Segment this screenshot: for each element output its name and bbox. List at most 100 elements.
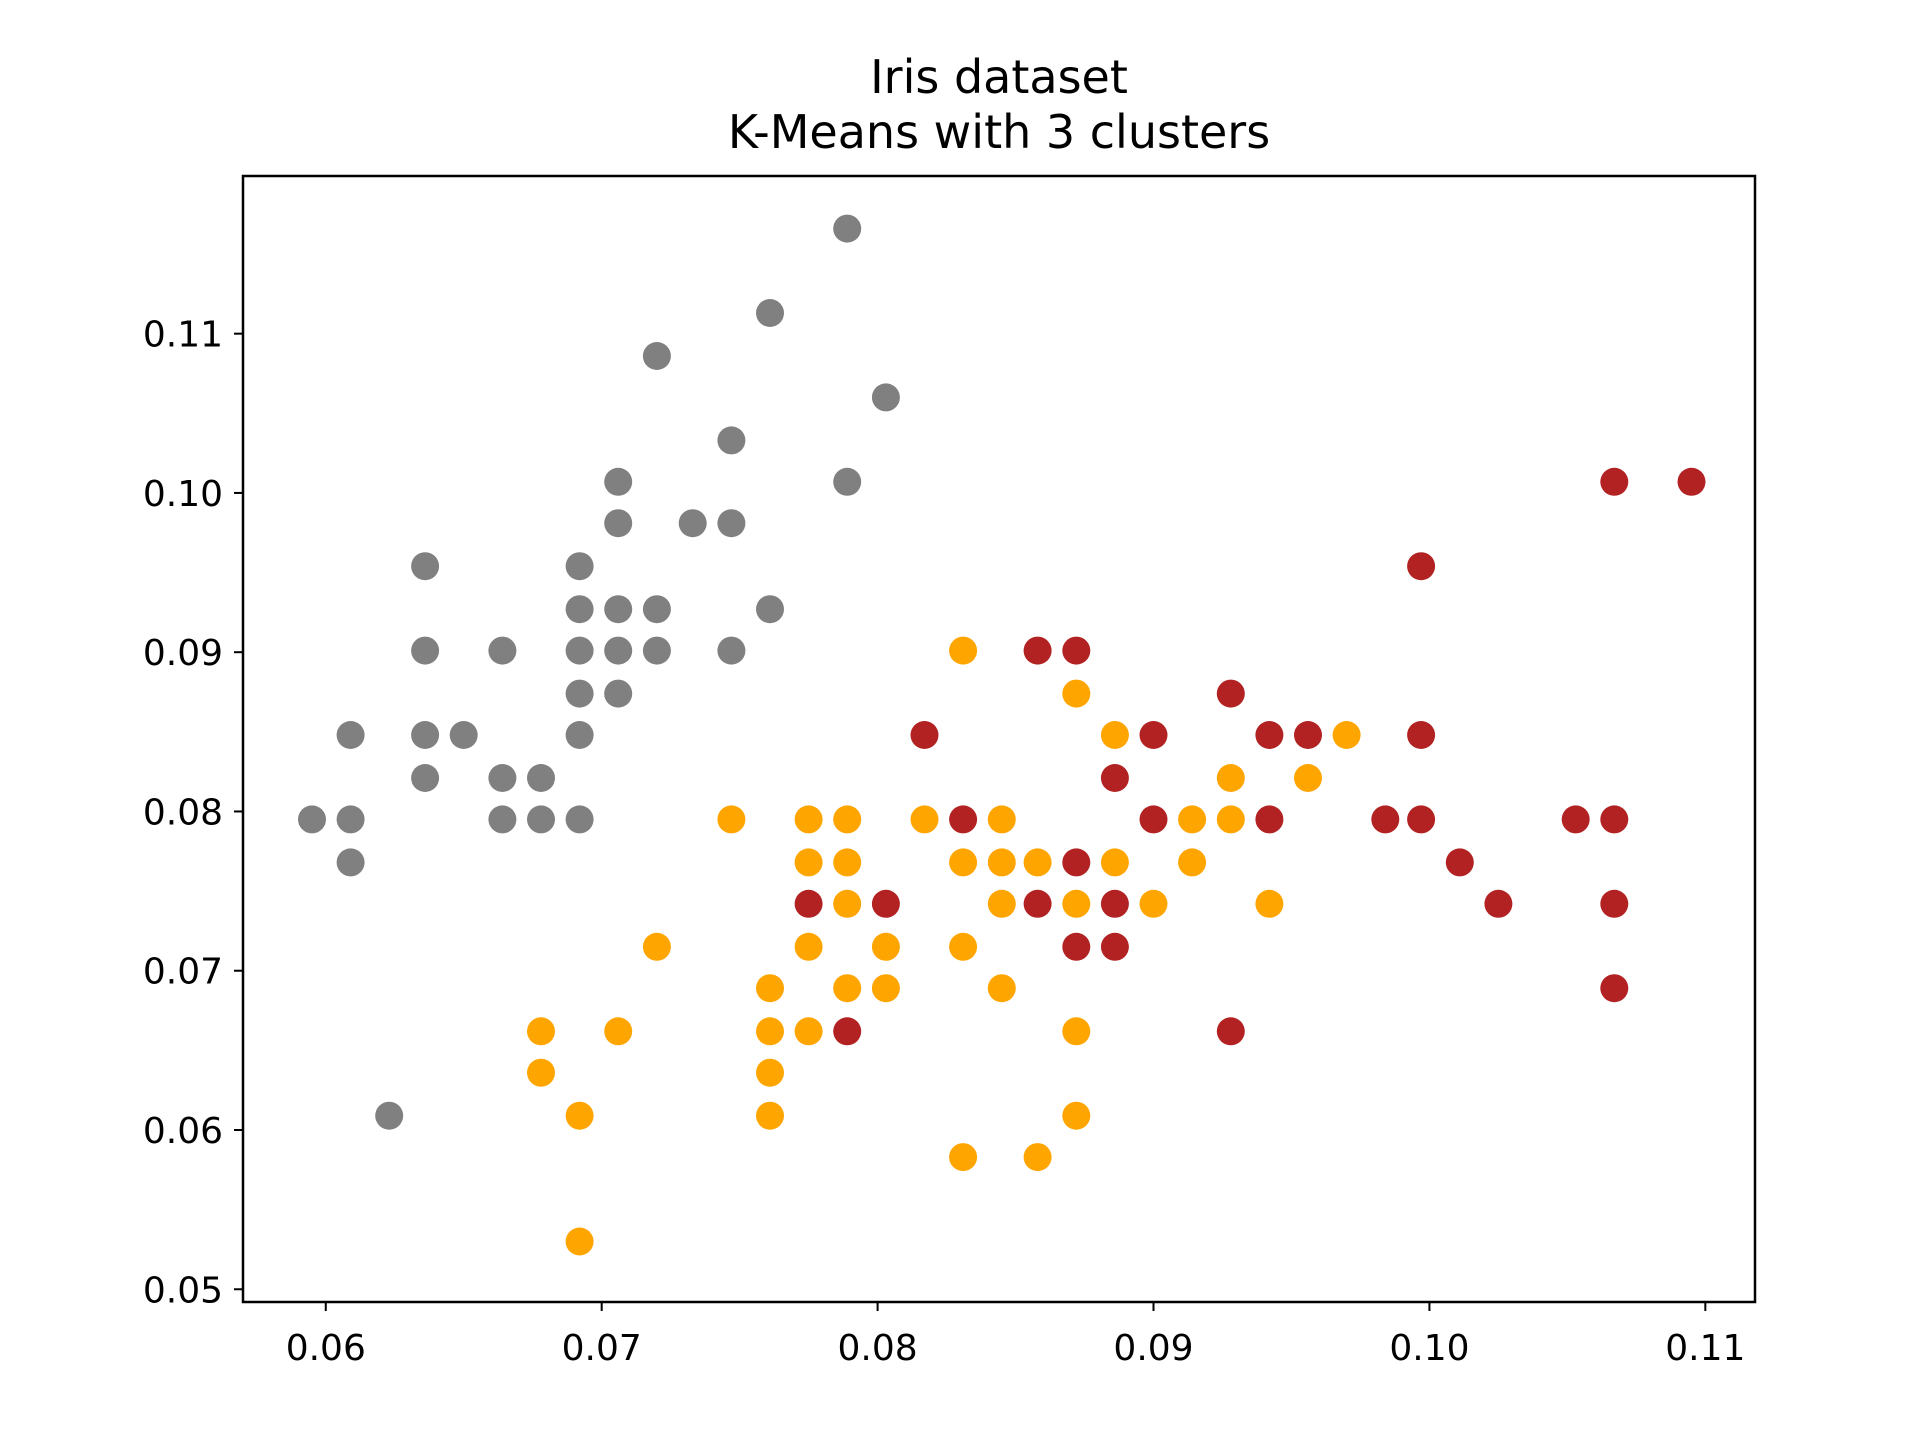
x-tick-label: 0.06 xyxy=(286,1328,366,1369)
x-tick-label: 0.11 xyxy=(1665,1328,1745,1369)
data-point-cluster-2 xyxy=(1178,848,1207,877)
data-point-cluster-2 xyxy=(910,805,939,834)
data-point-cluster-3 xyxy=(871,889,900,918)
data-point-cluster-1 xyxy=(604,595,633,624)
data-point-cluster-2 xyxy=(717,805,746,834)
data-point-cluster-1 xyxy=(604,679,633,708)
data-point-cluster-1 xyxy=(604,509,633,538)
data-point-cluster-3 xyxy=(1100,889,1129,918)
y-tick-label: 0.11 xyxy=(143,315,223,356)
chart-title: Iris dataset xyxy=(870,50,1128,104)
chart-subtitle: K-Means with 3 clusters xyxy=(728,105,1270,159)
data-point-cluster-2 xyxy=(1100,848,1129,877)
data-point-cluster-2 xyxy=(1139,889,1168,918)
data-point-cluster-2 xyxy=(794,1017,823,1046)
data-point-cluster-3 xyxy=(1255,721,1284,749)
data-point-cluster-2 xyxy=(833,805,862,834)
data-point-cluster-2 xyxy=(1216,805,1245,834)
data-point-cluster-1 xyxy=(336,805,365,834)
data-point-cluster-2 xyxy=(1023,1143,1052,1172)
data-point-cluster-2 xyxy=(756,1101,784,1130)
data-point-cluster-3 xyxy=(1371,805,1400,834)
x-axis: 0.06 0.07 0.08 0.09 0.10 0.11 xyxy=(286,1302,1745,1369)
data-point-cluster-3 xyxy=(1023,889,1052,918)
data-point-cluster-1 xyxy=(375,1101,404,1130)
data-point-cluster-3 xyxy=(1600,467,1629,496)
data-point-cluster-1 xyxy=(565,721,594,749)
data-point-cluster-1 xyxy=(565,595,594,624)
data-point-cluster-1 xyxy=(411,721,440,749)
data-point-cluster-2 xyxy=(949,1143,978,1172)
data-point-cluster-2 xyxy=(1062,679,1091,708)
data-points xyxy=(298,214,1706,1256)
data-point-cluster-2 xyxy=(527,1058,555,1087)
data-point-cluster-3 xyxy=(1216,679,1245,708)
data-point-cluster-3 xyxy=(1100,764,1129,792)
x-tick-label: 0.10 xyxy=(1389,1328,1469,1369)
data-point-cluster-2 xyxy=(1216,764,1245,792)
data-point-cluster-1 xyxy=(565,679,594,708)
data-point-cluster-1 xyxy=(604,636,633,665)
data-point-cluster-3 xyxy=(1407,552,1436,581)
data-point-cluster-1 xyxy=(411,764,440,792)
data-point-cluster-3 xyxy=(1561,805,1590,834)
data-point-cluster-3 xyxy=(1062,636,1091,665)
data-point-cluster-2 xyxy=(794,805,823,834)
data-point-cluster-2 xyxy=(987,848,1016,877)
data-point-cluster-2 xyxy=(1294,764,1322,792)
x-tick-label: 0.09 xyxy=(1113,1328,1193,1369)
data-point-cluster-1 xyxy=(411,636,440,665)
data-point-cluster-2 xyxy=(949,932,978,961)
data-point-cluster-3 xyxy=(1407,805,1436,834)
data-point-cluster-1 xyxy=(488,636,517,665)
data-point-cluster-1 xyxy=(565,552,594,581)
data-point-cluster-2 xyxy=(1062,1101,1091,1130)
data-point-cluster-1 xyxy=(565,636,594,665)
data-point-cluster-2 xyxy=(604,1017,633,1046)
data-point-cluster-3 xyxy=(1677,467,1706,496)
data-point-cluster-3 xyxy=(1023,636,1052,665)
data-point-cluster-1 xyxy=(604,467,633,496)
data-point-cluster-3 xyxy=(794,889,823,918)
data-point-cluster-1 xyxy=(717,636,746,665)
data-point-cluster-1 xyxy=(527,805,555,834)
y-tick-label: 0.05 xyxy=(143,1270,223,1311)
data-point-cluster-2 xyxy=(949,636,978,665)
data-point-cluster-3 xyxy=(1294,721,1322,749)
data-point-cluster-3 xyxy=(1216,1017,1245,1046)
data-point-cluster-1 xyxy=(678,509,707,538)
data-point-cluster-2 xyxy=(871,974,900,1003)
data-point-cluster-1 xyxy=(756,595,784,624)
data-point-cluster-2 xyxy=(987,889,1016,918)
data-point-cluster-1 xyxy=(488,805,517,834)
data-point-cluster-2 xyxy=(756,1017,784,1046)
y-axis: 0.05 0.06 0.07 0.08 0.09 0.10 0.11 xyxy=(143,315,243,1311)
y-tick-label: 0.07 xyxy=(143,952,223,993)
data-point-cluster-1 xyxy=(833,214,862,243)
data-point-cluster-3 xyxy=(1407,721,1436,749)
data-point-cluster-1 xyxy=(449,721,478,749)
data-point-cluster-2 xyxy=(1255,889,1284,918)
data-point-cluster-3 xyxy=(1062,932,1091,961)
data-point-cluster-1 xyxy=(298,805,326,834)
data-point-cluster-2 xyxy=(756,974,784,1003)
data-point-cluster-1 xyxy=(642,636,671,665)
data-point-cluster-2 xyxy=(833,848,862,877)
data-point-cluster-2 xyxy=(565,1101,594,1130)
data-point-cluster-3 xyxy=(1600,805,1629,834)
data-point-cluster-1 xyxy=(336,848,365,877)
data-point-cluster-3 xyxy=(1255,805,1284,834)
data-point-cluster-2 xyxy=(871,932,900,961)
x-tick-label: 0.07 xyxy=(562,1328,642,1369)
data-point-cluster-3 xyxy=(910,721,939,749)
data-point-cluster-3 xyxy=(1062,848,1091,877)
data-point-cluster-2 xyxy=(794,848,823,877)
data-point-cluster-3 xyxy=(1139,721,1168,749)
data-point-cluster-1 xyxy=(411,552,440,581)
data-point-cluster-2 xyxy=(1178,805,1207,834)
y-tick-label: 0.09 xyxy=(143,633,223,674)
data-point-cluster-1 xyxy=(717,426,746,455)
data-point-cluster-2 xyxy=(949,848,978,877)
data-point-cluster-3 xyxy=(1484,889,1513,918)
